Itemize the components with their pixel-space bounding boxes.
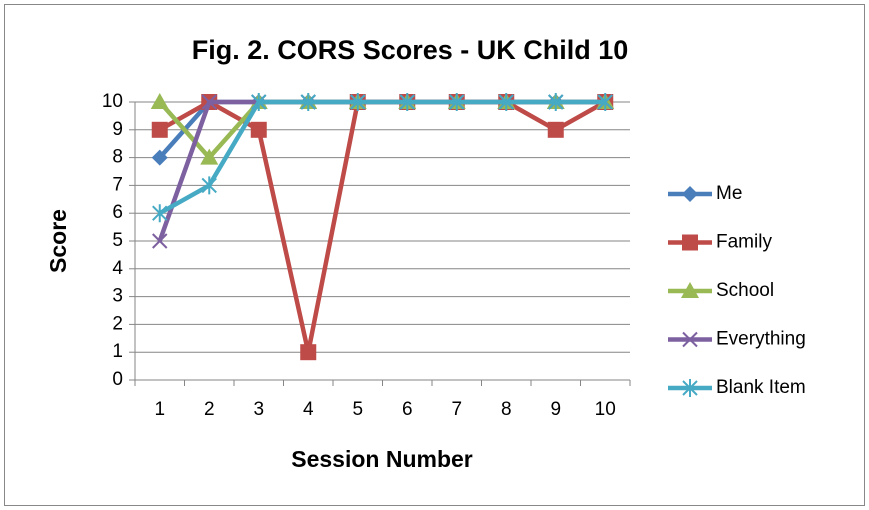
x-tick-label: 5 — [352, 399, 363, 420]
chart-title: Fig. 2. CORS Scores - UK Child 10 — [192, 35, 629, 65]
marker — [151, 149, 168, 166]
y-tick-label: 5 — [112, 230, 123, 251]
marker — [251, 93, 267, 111]
marker — [597, 93, 613, 111]
y-tick-label: 7 — [112, 174, 123, 195]
marker — [300, 93, 316, 111]
marker — [682, 186, 698, 202]
x-tick-label: 1 — [154, 399, 165, 420]
marker — [151, 121, 168, 138]
y-tick-label: 4 — [112, 258, 123, 279]
x-tick-label: 6 — [402, 399, 413, 420]
x-tick-label: 3 — [253, 399, 264, 420]
y-tick-label: 3 — [112, 286, 123, 307]
y-tick-label: 8 — [112, 147, 123, 168]
legend-label: Blank Item — [716, 377, 806, 398]
x-tick-label: 2 — [204, 399, 215, 420]
marker — [300, 344, 317, 361]
x-axis-title: Session Number — [291, 446, 473, 472]
y-tick-label: 0 — [112, 369, 123, 390]
marker — [152, 233, 168, 249]
marker — [498, 93, 514, 111]
y-axis-title: Score — [45, 209, 71, 273]
legend-label: Family — [716, 232, 772, 253]
marker — [682, 379, 698, 397]
marker — [547, 121, 564, 138]
y-tick-label: 1 — [112, 341, 123, 362]
marker — [201, 176, 217, 195]
marker — [449, 93, 465, 111]
chart-border — [4, 4, 865, 506]
marker — [681, 282, 699, 298]
series — [152, 93, 613, 223]
y-tick-label: 6 — [112, 202, 123, 223]
x-tick-label: 8 — [501, 399, 512, 420]
marker — [201, 94, 217, 110]
marker — [548, 93, 564, 111]
marker — [150, 93, 169, 109]
marker — [682, 234, 698, 251]
marker — [200, 148, 219, 165]
x-tick-label: 7 — [451, 399, 462, 420]
x-tick-label: 10 — [595, 399, 616, 420]
marker — [152, 204, 168, 223]
legend-label: Everything — [716, 329, 806, 350]
marker — [350, 93, 366, 111]
marker — [399, 93, 415, 111]
legend-label: School — [716, 280, 774, 301]
legend-label: Me — [716, 183, 742, 204]
y-tick-label: 9 — [112, 119, 123, 140]
marker — [250, 121, 267, 138]
y-tick-label: 10 — [102, 91, 123, 112]
x-tick-label: 9 — [550, 399, 561, 420]
marker — [682, 331, 698, 348]
series-line — [158, 99, 606, 216]
y-tick-label: 2 — [112, 313, 123, 334]
x-tick-label: 4 — [303, 399, 314, 420]
